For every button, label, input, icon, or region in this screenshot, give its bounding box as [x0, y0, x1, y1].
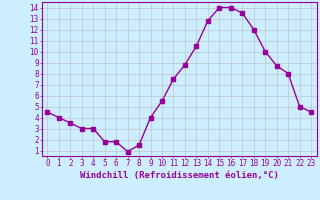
X-axis label: Windchill (Refroidissement éolien,°C): Windchill (Refroidissement éolien,°C): [80, 171, 279, 180]
